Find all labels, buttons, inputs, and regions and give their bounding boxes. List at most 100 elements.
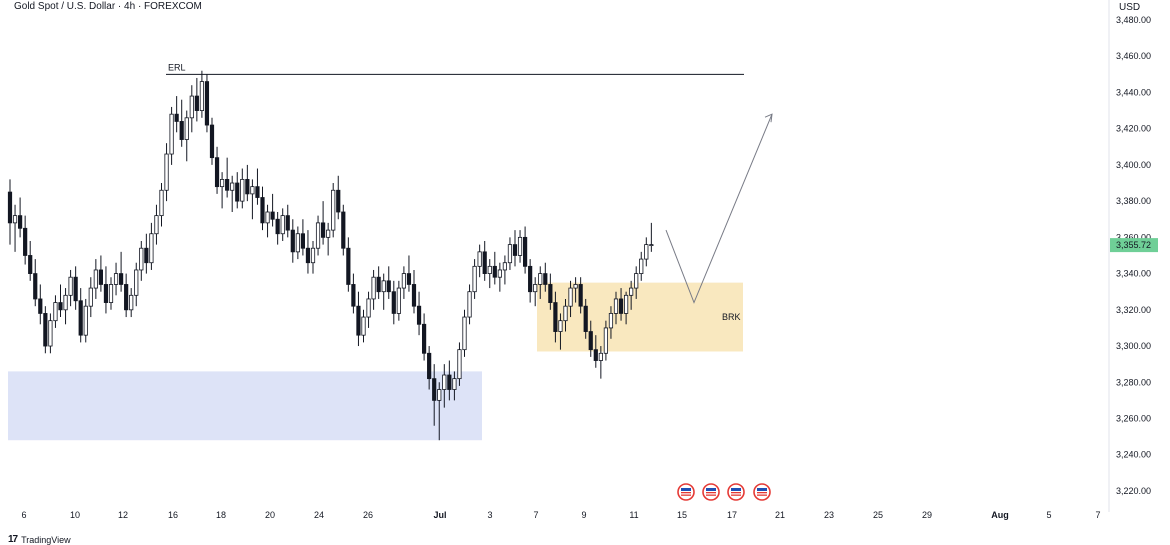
- candle-body: [209, 124, 215, 159]
- time-axis[interactable]: 6 10 12 16 18 20 24 26 Jul 3 7 9 11 15 17 21 23 25 29 Aug 5 7: [21, 510, 1100, 520]
- candle-body: [517, 236, 523, 256]
- candle-body: [639, 258, 644, 274]
- candle: [320, 201, 326, 245]
- candle: [129, 288, 134, 318]
- candle-body: [245, 178, 250, 195]
- candle: [517, 230, 523, 263]
- candle: [644, 237, 649, 267]
- candle-body: [583, 305, 588, 332]
- candle-body: [230, 182, 235, 191]
- economic-event-flag-icon[interactable]: [753, 483, 771, 501]
- candle-body: [7, 191, 13, 224]
- candle-body: [432, 378, 437, 401]
- candle: [326, 222, 331, 256]
- zone-box: [537, 282, 743, 352]
- candle: [275, 212, 280, 245]
- candle-body: [255, 186, 260, 198]
- candle-body: [421, 323, 427, 354]
- candle: [629, 280, 634, 310]
- time-tick-label: 16: [168, 510, 178, 520]
- candle-body: [199, 81, 204, 111]
- candle: [189, 85, 194, 133]
- economic-event-flag-icon[interactable]: [677, 483, 695, 501]
- candle-body: [406, 273, 412, 285]
- candle: [7, 179, 13, 245]
- candle-body: [280, 215, 285, 235]
- candle-body: [563, 305, 568, 322]
- candle: [93, 259, 98, 299]
- candle: [33, 259, 38, 307]
- candle-body: [528, 265, 533, 293]
- candle-body: [43, 313, 48, 347]
- candle: [315, 215, 321, 256]
- candle: [139, 240, 144, 281]
- price-tick-label: 3,300.00: [1116, 341, 1151, 351]
- candle-body: [447, 374, 452, 390]
- candle: [214, 146, 220, 194]
- candle-body: [179, 121, 184, 140]
- candle-body: [381, 280, 386, 293]
- candle: [184, 110, 189, 162]
- candle-body: [78, 300, 83, 336]
- candle-body: [396, 287, 401, 314]
- candle-body: [543, 273, 548, 285]
- candle: [427, 346, 432, 390]
- candle: [533, 277, 538, 307]
- candle: [578, 277, 583, 314]
- candle-body: [73, 276, 78, 302]
- candle-body: [452, 378, 457, 390]
- candle: [618, 288, 624, 321]
- candle: [58, 284, 63, 318]
- candle-body: [472, 265, 477, 293]
- time-tick-label: 6: [21, 510, 26, 520]
- time-tick-label: 15: [677, 510, 687, 520]
- candle: [543, 262, 548, 292]
- price-tick-label: 3,320.00: [1116, 305, 1151, 315]
- candle-body: [351, 284, 356, 307]
- candle-body: [108, 284, 114, 303]
- candle: [230, 175, 235, 212]
- event-flag-stripe: [706, 494, 716, 496]
- candle-body: [103, 284, 109, 303]
- candle: [260, 186, 265, 231]
- candle: [568, 280, 573, 318]
- time-tick-label: Aug: [991, 510, 1009, 520]
- candle-body: [629, 287, 634, 296]
- event-flag-stripe: [757, 494, 767, 496]
- levels-layer: ERL: [166, 62, 744, 75]
- candle-body: [285, 215, 290, 231]
- candle-body: [482, 251, 487, 274]
- projection-arrowhead: [764, 113, 773, 123]
- candle-body: [538, 273, 543, 285]
- candle-body: [119, 273, 124, 285]
- event-flag-stripe: [681, 492, 691, 494]
- events-layer[interactable]: [677, 483, 771, 501]
- candle: [583, 298, 588, 339]
- candle: [391, 280, 396, 325]
- time-tick-label: 18: [216, 510, 226, 520]
- candle-body: [457, 349, 462, 380]
- event-flag-stripe: [731, 492, 741, 494]
- candle-body: [502, 262, 508, 271]
- price-axis[interactable]: 3,220.00 3,240.00 3,260.00 3,280.00 3,300.00…: [1108, 0, 1158, 512]
- candle-body: [290, 229, 295, 253]
- candle-body: [341, 211, 346, 249]
- candle-body: [265, 211, 270, 224]
- economic-event-flag-icon[interactable]: [702, 483, 720, 501]
- price-tick-label: 3,220.00: [1116, 486, 1151, 496]
- candle-body: [336, 189, 341, 213]
- price-tick-label: 3,340.00: [1116, 269, 1151, 279]
- candle-body: [38, 298, 43, 314]
- candle-body: [169, 113, 174, 155]
- candle: [507, 237, 513, 270]
- candle: [134, 262, 139, 307]
- candle: [437, 382, 442, 441]
- candle: [386, 266, 391, 299]
- candle: [457, 342, 462, 386]
- candle: [406, 255, 412, 292]
- candle-body: [240, 178, 245, 202]
- time-tick-label: 11: [629, 510, 638, 520]
- economic-event-flag-icon[interactable]: [727, 483, 745, 501]
- chart-title: Gold Spot / U.S. Dollar · 4h · FOREXCOM: [14, 1, 202, 12]
